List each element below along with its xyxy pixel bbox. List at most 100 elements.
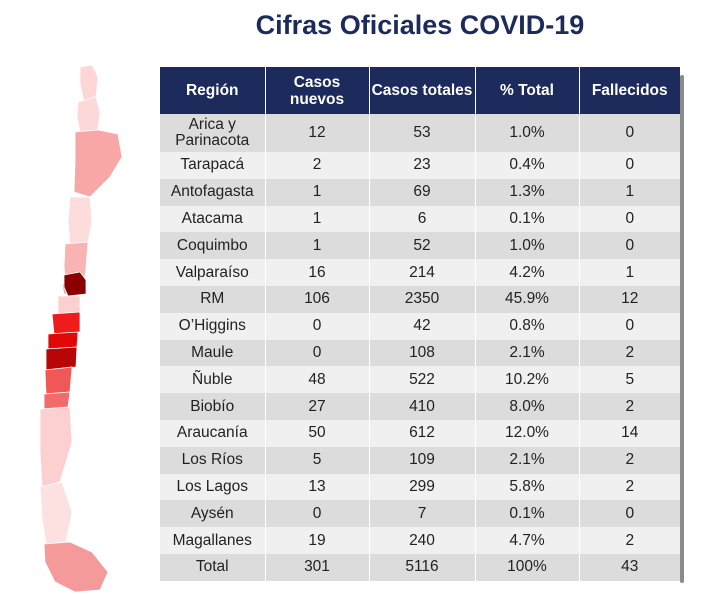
total-cell-casos-nuevos: 301: [265, 553, 370, 581]
cell-casos-nuevos: 13: [265, 473, 370, 501]
cell-fallecidos: 2: [579, 339, 680, 367]
cell-fallecidos: 2: [579, 446, 680, 474]
cell-region: Atacama: [160, 205, 266, 233]
cell-casos-totales: 240: [369, 527, 476, 554]
table-row: Tarapacá 2 23 0.4% 0: [160, 152, 680, 179]
total-cell-casos-totales: 5116: [369, 553, 476, 581]
map-region-antofagasta: [73, 129, 123, 198]
cell-fallecidos: 12: [579, 285, 680, 313]
cell-region: Los Ríos: [160, 446, 266, 474]
table-row: Coquimbo 1 52 1.0% 0: [160, 232, 680, 260]
cell-region: Tarapacá: [160, 152, 266, 179]
table-row: Araucanía 50 612 12.0% 14: [160, 419, 680, 447]
cell-casos-nuevos: 1: [265, 178, 370, 206]
map-region-tarapaca: [76, 96, 101, 133]
cell-region: Antofagasta: [160, 178, 266, 206]
cell-casos-nuevos: 48: [265, 366, 370, 394]
cell-pct-total: 0.1%: [475, 205, 580, 233]
cell-casos-totales: 410: [369, 393, 476, 420]
map-region-maule: [51, 311, 81, 335]
cell-casos-nuevos: 16: [265, 259, 370, 286]
cell-region: Los Lagos: [160, 473, 266, 501]
cell-casos-nuevos: 19: [265, 527, 370, 554]
cell-fallecidos: 0: [579, 500, 680, 528]
table-row: Aysén 0 7 0.1% 0: [160, 500, 680, 528]
table-header-row: Región Casos nuevos Casos totales % Tota…: [160, 67, 680, 114]
table-row: Antofagasta 1 69 1.3% 1: [160, 178, 680, 206]
page-title: Cifras Oficiales COVID-19: [255, 10, 585, 40]
table-row: Atacama 1 6 0.1% 0: [160, 205, 680, 233]
cell-casos-totales: 299: [369, 473, 476, 501]
table-total-row: Total 301 5116 100% 43: [160, 553, 680, 581]
cell-region: Magallanes: [160, 527, 266, 554]
cell-casos-nuevos: 1: [265, 232, 370, 260]
cell-fallecidos: 2: [579, 527, 680, 554]
map-region-magallanes: [43, 541, 109, 593]
map-region-aysen: [39, 481, 73, 545]
cell-casos-nuevos: 50: [265, 419, 370, 447]
cell-fallecidos: 0: [579, 114, 680, 152]
map-region-biobio: [45, 346, 78, 371]
cell-region: Araucanía: [160, 419, 266, 447]
cell-region: Maule: [160, 339, 266, 367]
table-row: Ñuble 48 522 10.2% 5: [160, 366, 680, 394]
header-casos-nuevos: Casos nuevos: [265, 67, 370, 114]
map-region-rm: [63, 271, 87, 297]
cell-casos-nuevos: 5: [265, 446, 370, 474]
table-row: Maule 0 108 2.1% 2: [160, 339, 680, 367]
cell-pct-total: 1.0%: [475, 232, 580, 260]
cell-fallecidos: 0: [579, 312, 680, 340]
cell-region: RM: [160, 285, 266, 313]
cell-pct-total: 45.9%: [475, 285, 580, 313]
cell-pct-total: 4.7%: [475, 527, 580, 554]
table-scrollbar[interactable]: [680, 75, 684, 583]
cell-casos-totales: 52: [369, 232, 476, 260]
map-region-o-higgins: [57, 295, 81, 315]
cell-casos-totales: 108: [369, 339, 476, 367]
cell-casos-nuevos: 0: [265, 500, 370, 528]
covid-table: Región Casos nuevos Casos totales % Tota…: [160, 67, 680, 581]
cell-casos-totales: 612: [369, 419, 476, 447]
cell-fallecidos: 1: [579, 178, 680, 206]
cell-casos-totales: 522: [369, 366, 476, 394]
cell-casos-totales: 7: [369, 500, 476, 528]
cell-fallecidos: 14: [579, 419, 680, 447]
cell-pct-total: 1.0%: [475, 114, 580, 152]
table-row: Valparaíso 16 214 4.2% 1: [160, 259, 680, 286]
map-region-los-rios: [43, 391, 71, 410]
table-row: Los Ríos 5 109 2.1% 2: [160, 446, 680, 474]
cell-casos-totales: 6: [369, 205, 476, 233]
cell-pct-total: 8.0%: [475, 393, 580, 420]
cell-fallecidos: 2: [579, 473, 680, 501]
cell-casos-totales: 2350: [369, 285, 476, 313]
total-cell-fallecidos: 43: [579, 553, 680, 581]
map-region-arica-y-parinacota: [79, 64, 99, 103]
table-row: Biobío 27 410 8.0% 2: [160, 393, 680, 420]
cell-region: Ñuble: [160, 366, 266, 394]
cell-casos-totales: 109: [369, 446, 476, 474]
cell-fallecidos: 1: [579, 259, 680, 286]
cell-region: Valparaíso: [160, 259, 266, 286]
table-row: RM 106 2350 45.9% 12: [160, 285, 680, 313]
table-row: Los Lagos 13 299 5.8% 2: [160, 473, 680, 501]
table-row: Arica y Parinacota 12 53 1.0% 0: [160, 114, 680, 152]
map-region-nuble: [47, 331, 79, 350]
cell-casos-totales: 69: [369, 178, 476, 206]
table-row: Magallanes 19 240 4.7% 2: [160, 527, 680, 554]
cell-casos-totales: 214: [369, 259, 476, 286]
cell-region: Coquimbo: [160, 232, 266, 260]
map-region-atacama: [67, 196, 93, 245]
cell-casos-nuevos: 0: [265, 339, 370, 367]
total-cell-region: Total: [160, 553, 266, 581]
cell-fallecidos: 5: [579, 366, 680, 394]
header-casos-totales: Casos totales: [369, 67, 476, 114]
cell-pct-total: 0.1%: [475, 500, 580, 528]
cell-fallecidos: 0: [579, 205, 680, 233]
covid-table-container: Región Casos nuevos Casos totales % Tota…: [160, 67, 682, 581]
cell-casos-nuevos: 27: [265, 393, 370, 420]
cell-casos-nuevos: 106: [265, 285, 370, 313]
cell-casos-nuevos: 12: [265, 114, 370, 152]
cell-region: Arica y Parinacota: [160, 114, 266, 152]
map-region-los-lagos: [39, 406, 73, 488]
cell-pct-total: 5.8%: [475, 473, 580, 501]
